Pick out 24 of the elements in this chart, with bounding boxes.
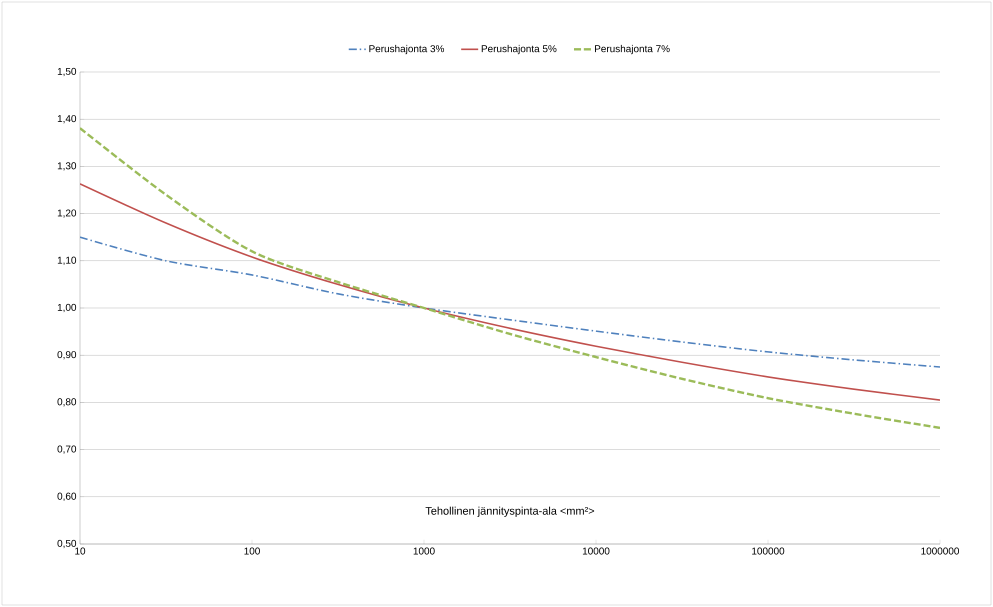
x-tick-label: 10000 — [582, 548, 610, 555]
y-tick-label: 1,40 — [58, 115, 76, 124]
y-tick-label: 1,00 — [58, 304, 76, 312]
legend-label: Perushajonta 3% — [369, 44, 444, 54]
legend-label: Perushajonta 7% — [594, 44, 670, 54]
y-tick-label: 1,10 — [58, 256, 76, 265]
line-series — [80, 183, 940, 401]
y-tick-label: 0,50 — [57, 540, 76, 548]
x-tick-label: 1000 — [414, 548, 435, 555]
y-tick-label: 1,20 — [58, 209, 76, 218]
x-tick-label: 100000 — [752, 548, 784, 555]
y-tick-label: 0,60 — [57, 492, 76, 501]
line-series — [80, 236, 940, 368]
x-tick-label: 1000000 — [921, 548, 960, 555]
y-tick-label: 1,30 — [58, 162, 76, 171]
y-tick-label: 1,50 — [58, 68, 76, 76]
legend-label: Perushajonta 5% — [482, 44, 556, 54]
x-axis-title: Tehollinen jännityspinta-ala <mm²> — [426, 506, 594, 517]
y-tick-label: 0,90 — [57, 351, 76, 360]
y-tick-label: 0,70 — [57, 445, 76, 454]
line-series — [80, 126, 940, 430]
x-tick-label: 10 — [75, 548, 86, 555]
y-tick-label: 0,80 — [57, 398, 76, 407]
x-tick-label: 100 — [244, 548, 260, 555]
